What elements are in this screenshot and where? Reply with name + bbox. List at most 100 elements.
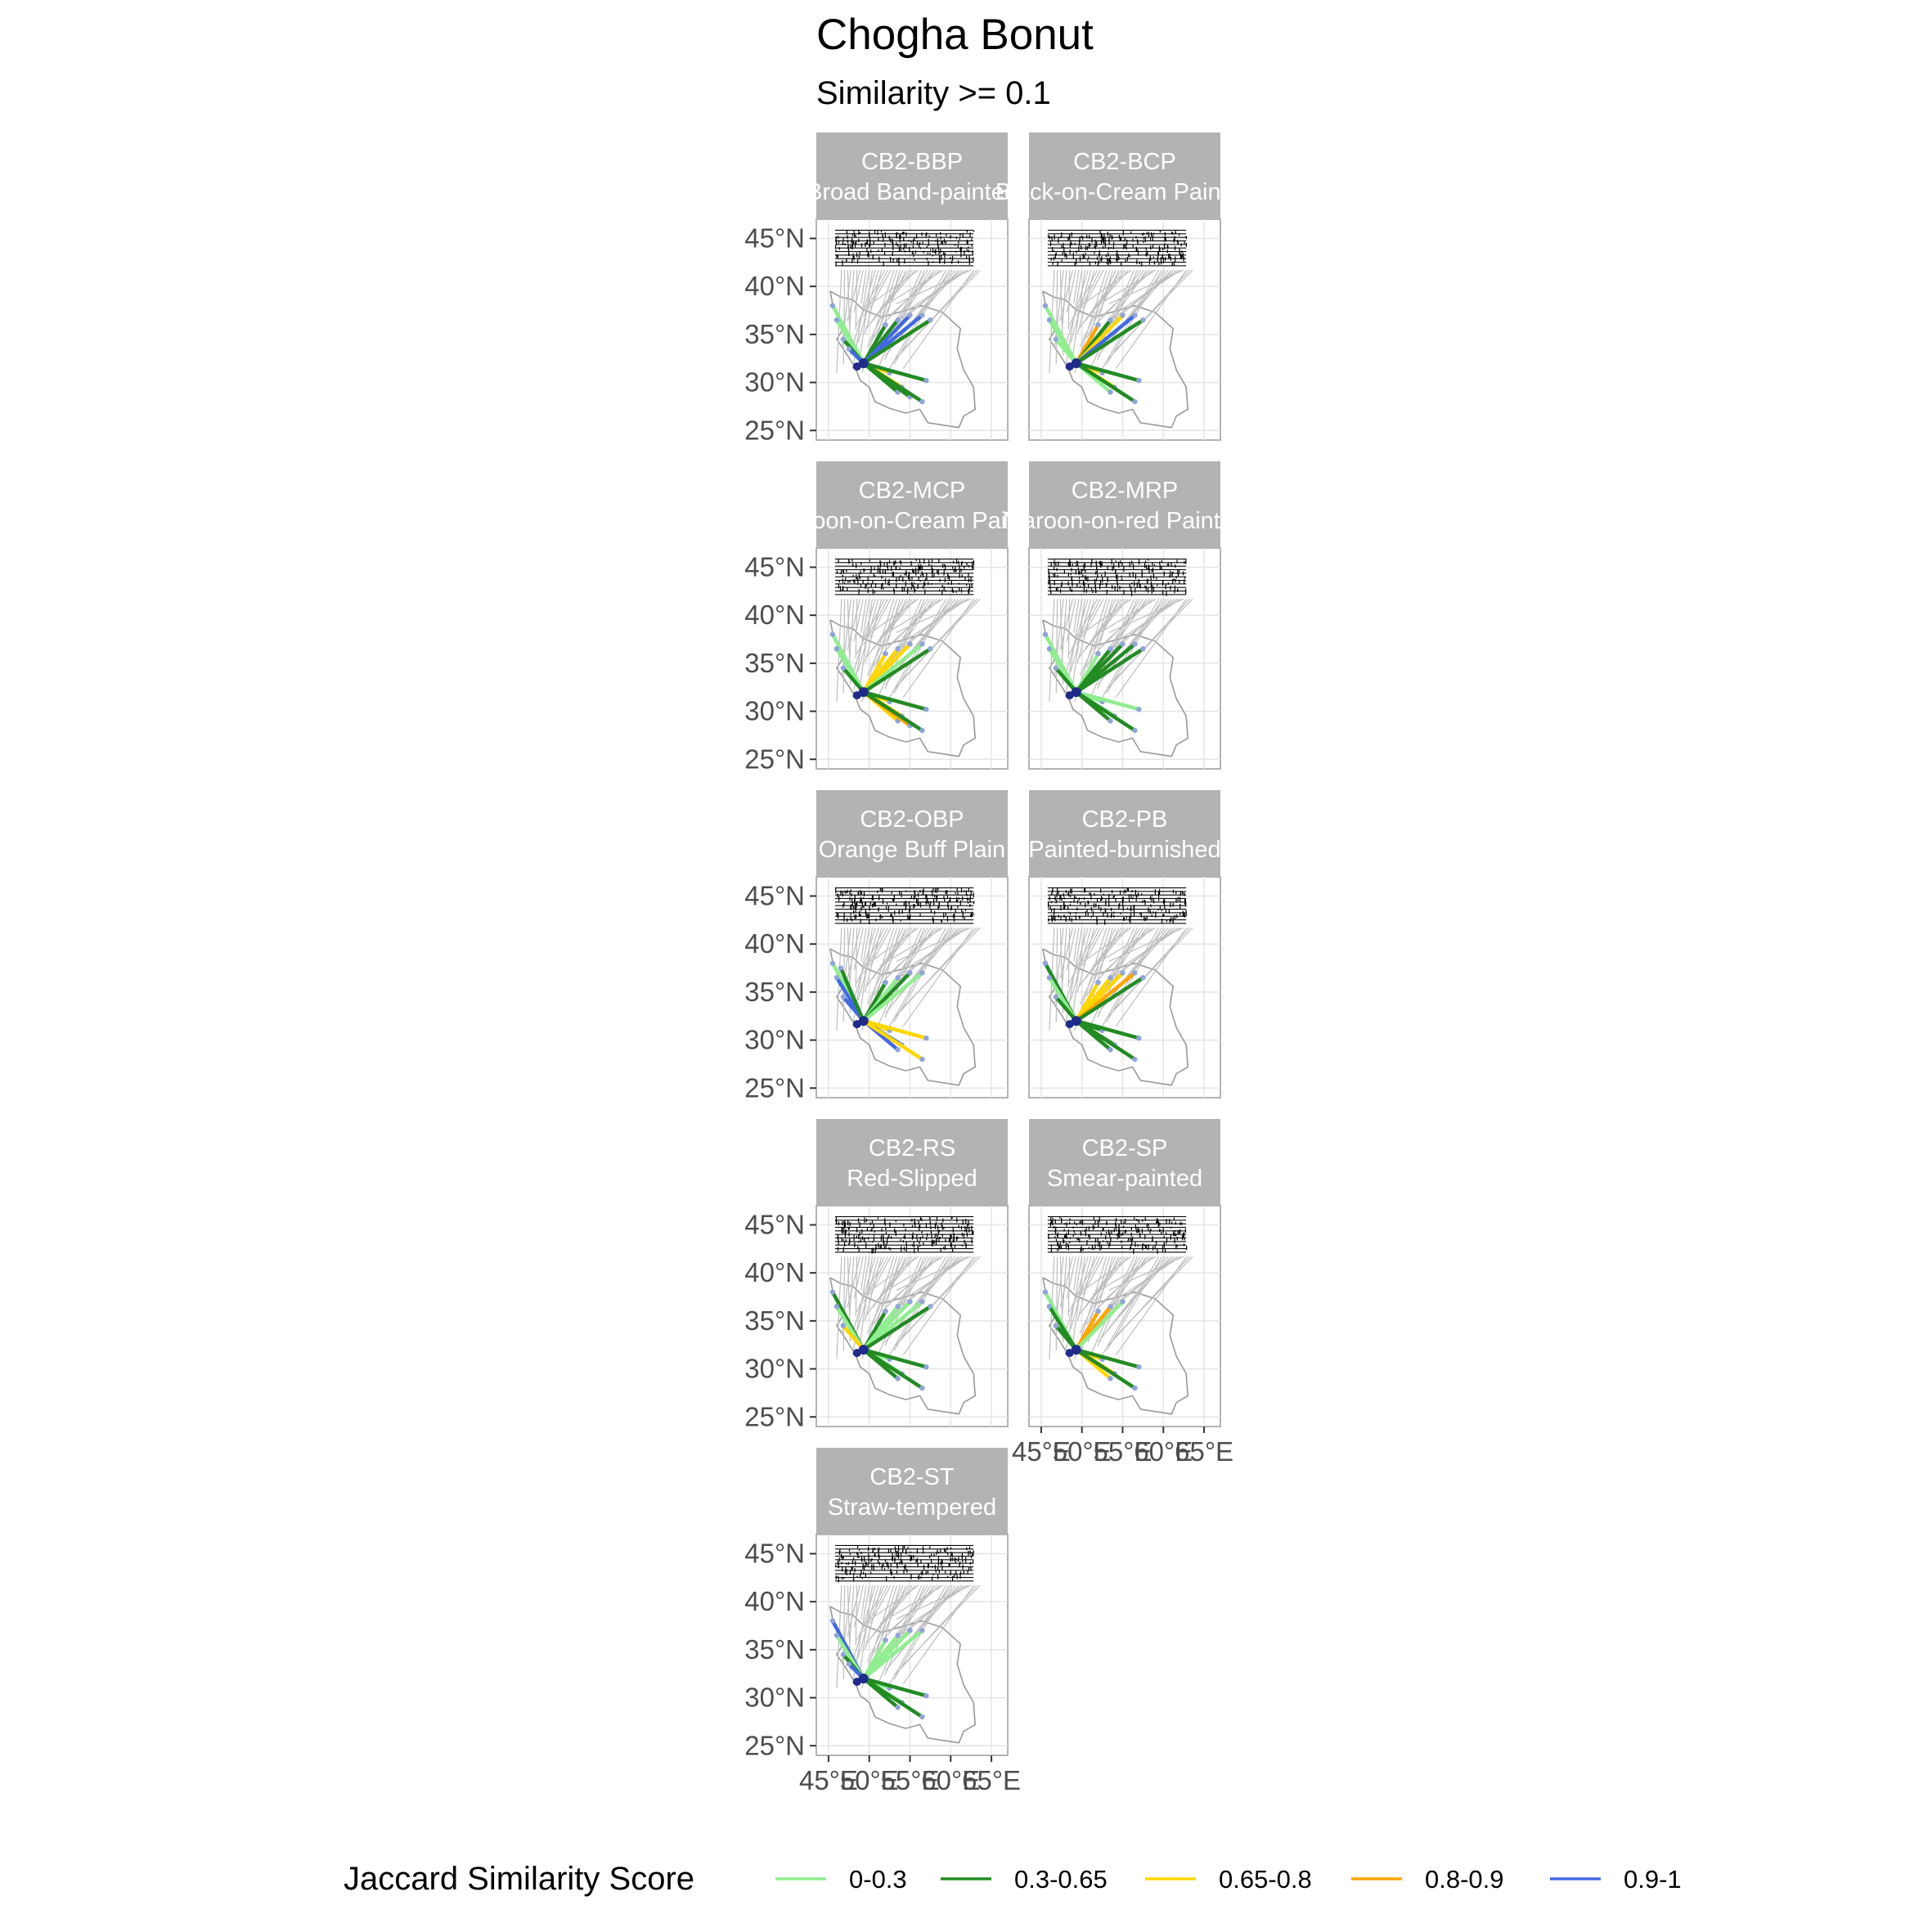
label-band-stroke (846, 569, 847, 573)
label-band-stroke (943, 573, 945, 576)
leader-line (1079, 598, 1117, 676)
label-band-stroke (862, 1563, 864, 1570)
label-band-stroke (1085, 589, 1087, 593)
label-band-stroke (917, 898, 919, 902)
site-point (907, 1299, 913, 1305)
label-band-stroke (916, 240, 918, 245)
label-band-stroke (964, 1239, 965, 1244)
label-band-stroke (925, 1570, 927, 1575)
label-band-stroke (1155, 911, 1157, 914)
leader-line (1110, 1256, 1178, 1308)
label-band-stroke (892, 258, 894, 263)
label-band-stroke (1067, 237, 1069, 240)
label-band-stroke (1124, 243, 1126, 249)
leader-line (870, 1584, 919, 1620)
label-band-stroke (971, 1225, 973, 1232)
label-band-stroke (842, 241, 843, 245)
label-band-stroke (1137, 254, 1139, 256)
label-band-stroke (850, 916, 851, 920)
leader-line (1083, 1256, 1132, 1291)
label-band-stroke (937, 1225, 939, 1230)
label-band-stroke (942, 564, 944, 568)
leader-line (1063, 599, 1089, 681)
label-band-stroke (943, 1247, 945, 1250)
site-point (1042, 960, 1049, 966)
label-band-stroke (1108, 240, 1110, 245)
site-point (1132, 1385, 1138, 1391)
label-band-stroke (1105, 899, 1107, 905)
label-band-stroke (959, 1561, 961, 1565)
label-band-stroke (1047, 1244, 1187, 1246)
label-band-stroke (1122, 230, 1124, 236)
strip-code: CB2-SP (1082, 1135, 1168, 1161)
label-band-stroke (843, 901, 845, 905)
label-band-stroke (926, 895, 928, 901)
label-band-stroke (1177, 588, 1179, 591)
label-band-stroke (947, 574, 949, 579)
label-band-stroke (908, 240, 910, 242)
label-band-stroke (1068, 911, 1070, 914)
label-band-stroke (937, 1230, 939, 1236)
label-band-stroke (1145, 560, 1147, 564)
label-band-stroke (1066, 255, 1067, 259)
label-band-stroke (1134, 1242, 1136, 1247)
label-band-stroke (1049, 585, 1051, 590)
label-band-stroke (1092, 910, 1094, 916)
site-point (907, 1628, 913, 1633)
leader-line (1063, 1256, 1089, 1338)
label-band-stroke (1063, 1240, 1065, 1243)
label-band-stroke (971, 583, 973, 588)
similarity-link (1074, 1300, 1125, 1352)
label-band-stroke (834, 894, 974, 896)
leader-line (847, 1256, 861, 1308)
leader-line (1113, 1256, 1193, 1338)
label-band-stroke (952, 1239, 954, 1243)
label-band-stroke (858, 589, 860, 595)
leader-line (1117, 598, 1181, 642)
label-band-stroke (1146, 915, 1148, 920)
label-band-stroke (950, 1242, 952, 1247)
label-band-stroke (1056, 568, 1058, 572)
leader-line (879, 269, 944, 309)
label-band-stroke (899, 891, 901, 896)
label-band-stroke (1162, 258, 1165, 263)
label-band-stroke (909, 246, 910, 253)
label-band-stroke (891, 1236, 892, 1239)
similarity-link (838, 966, 866, 1023)
label-band-stroke (1070, 240, 1072, 246)
similarity-link (841, 1323, 866, 1352)
label-band-stroke (857, 1552, 859, 1558)
label-band-stroke (856, 1545, 859, 1548)
label-band-stroke (901, 586, 903, 592)
label-band-stroke (966, 1232, 968, 1238)
label-band-stroke (1068, 236, 1070, 240)
label-band-stroke (1094, 585, 1096, 589)
label-band-stroke (943, 252, 945, 255)
label-band-stroke (959, 573, 960, 578)
label-band-stroke (960, 568, 962, 572)
leader-line (1066, 599, 1076, 641)
label-band-stroke (894, 1546, 896, 1549)
label-band-stroke (1136, 1229, 1138, 1233)
label-band-stroke (845, 1566, 847, 1572)
label-band-stroke (892, 898, 893, 901)
label-band-stroke (1149, 910, 1151, 913)
label-band-stroke (915, 572, 917, 576)
y-tick-label: 40°N (744, 1257, 805, 1287)
label-band-stroke (870, 1571, 872, 1574)
label-band-stroke (1051, 919, 1053, 923)
label-band-stroke (1047, 894, 1187, 896)
label-band-stroke (904, 258, 905, 264)
label-band-stroke (898, 258, 900, 263)
label-band-stroke (1107, 576, 1108, 582)
label-band-stroke (874, 1230, 875, 1233)
label-band-stroke (1070, 888, 1072, 894)
label-band-stroke (1127, 1240, 1129, 1242)
label-band-stroke (886, 1561, 887, 1565)
label-band-stroke (1065, 916, 1067, 922)
label-band-stroke (935, 1233, 937, 1237)
label-band-stroke (1153, 232, 1155, 235)
leader-line (1110, 598, 1178, 650)
label-band-stroke (1184, 577, 1186, 579)
label-band-stroke (951, 1247, 953, 1249)
